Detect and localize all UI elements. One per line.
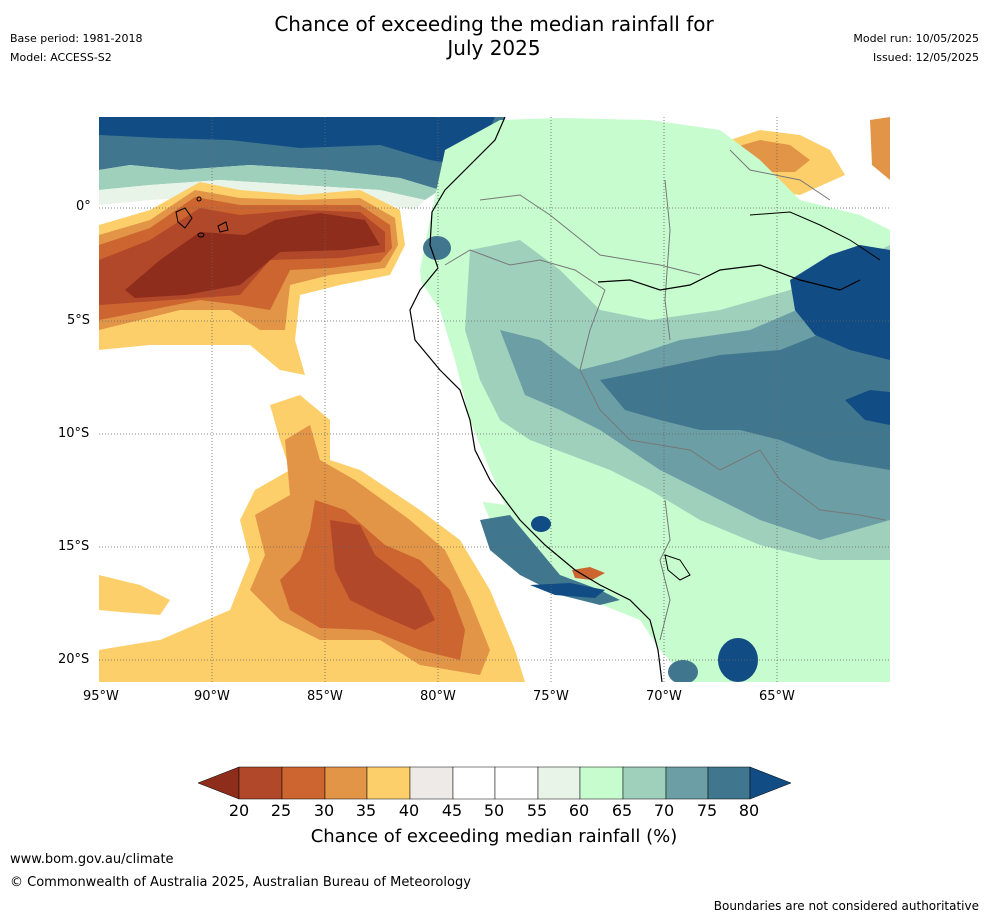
region-north-85: [99, 117, 495, 165]
lat-tick: 5°S: [67, 313, 91, 328]
region-sw-40: [99, 575, 170, 615]
lon-tick: 75°W: [533, 689, 569, 704]
colorbar-label: 55: [526, 801, 548, 820]
region-sw2-40: [99, 640, 230, 682]
lon-tick: 70°W: [646, 689, 682, 704]
website-link[interactable]: www.bom.gov.au/climate: [10, 852, 174, 867]
disclaimer-text: Boundaries are not considered authoritat…: [713, 899, 979, 913]
colorbar-label: 50: [483, 801, 505, 820]
region-south-25: [330, 520, 435, 630]
colorbar-label: 45: [441, 801, 463, 820]
colorbar-label: 70: [653, 801, 675, 820]
region-eq-20: [125, 213, 380, 298]
region-coast-dry: [572, 567, 605, 580]
region-north-70: [99, 165, 440, 200]
lon-tick: 90°W: [194, 689, 230, 704]
country-borders: [444, 149, 886, 641]
lon-tick: 95°W: [83, 689, 119, 704]
region-land-80: [600, 320, 890, 470]
lat-tick: 10°S: [58, 426, 90, 441]
map-title-line2: July 2025: [447, 36, 541, 60]
region-coast-dot: [531, 516, 551, 532]
colorbar-title: Chance of exceeding median rainfall (%): [310, 826, 678, 847]
lake-titicaca: [664, 554, 691, 581]
colorbar-label: 30: [313, 801, 335, 820]
colorbar-label: 25: [270, 801, 292, 820]
colorbar-label: 75: [696, 801, 718, 820]
region-coast-white: [405, 280, 505, 505]
lon-tick: 80°W: [420, 689, 456, 704]
amazon-river: [597, 264, 861, 291]
region-ne2-35: [870, 117, 890, 180]
map-title-line1: Chance of exceeding the median rainfall …: [274, 12, 714, 36]
colorbar-label: 20: [228, 801, 250, 820]
colorbar-label: 60: [568, 801, 590, 820]
rainfall-probability-field: [99, 117, 890, 682]
model-name: Model: ACCESS-S2: [10, 51, 112, 64]
galapagos-islands: [175, 196, 229, 238]
region-guayaquil: [423, 236, 451, 260]
issued-date: Issued: 12/05/2025: [872, 51, 979, 64]
region-coast-80: [480, 515, 620, 605]
colorbar-low-arrow: [197, 766, 240, 800]
lat-tick: 15°S: [58, 539, 90, 554]
region-land-85b: [845, 390, 890, 425]
region-coast-85: [530, 583, 605, 598]
region-bolivia2-80: [668, 660, 698, 682]
lon-tick: 85°W: [307, 689, 343, 704]
colorbar-label: 80: [738, 801, 760, 820]
colorbar-label: 35: [355, 801, 377, 820]
coastline: [409, 117, 663, 682]
colorbar: [197, 766, 792, 800]
model-run: Model run: 10/05/2025: [853, 32, 979, 45]
lat-tick: 0°: [76, 199, 91, 214]
gridlines: [99, 117, 890, 682]
lon-tick: 65°W: [759, 689, 795, 704]
region-land-85: [790, 245, 890, 360]
lat-tick: 20°S: [58, 652, 90, 667]
colorbar-high-arrow: [749, 766, 792, 800]
base-period: Base period: 1981-2018: [10, 32, 143, 45]
map-title: Chance of exceeding the median rainfall …: [0, 12, 988, 60]
colorbar-label: 40: [398, 801, 420, 820]
colorbar-label: 65: [611, 801, 633, 820]
copyright-text: © Commonwealth of Australia 2025, Austra…: [10, 875, 471, 890]
